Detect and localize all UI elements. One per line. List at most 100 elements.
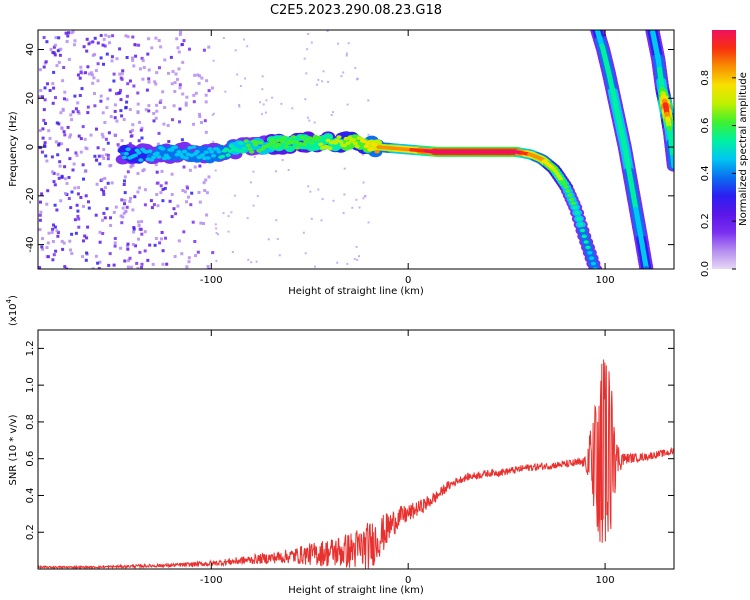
- noise-pixel: [164, 236, 167, 240]
- noise-pixel: [120, 77, 124, 81]
- noise-pixel: [163, 58, 167, 62]
- noise-pixel: [99, 99, 103, 103]
- noise-pixel: [55, 208, 59, 212]
- noise-pixel: [212, 112, 215, 115]
- x-tick-label: -100: [200, 575, 223, 586]
- noise-pixel: [211, 251, 215, 255]
- noise-pixel: [43, 144, 47, 148]
- noise-pixel: [102, 192, 106, 196]
- noise-pixel: [95, 182, 99, 186]
- y-tick-label: 0.8: [25, 414, 36, 430]
- noise-pixel: [173, 255, 177, 258]
- noise-pixel: [119, 214, 123, 218]
- noise-pixel: [154, 116, 158, 120]
- spectral-trace-blob: [374, 149, 380, 154]
- noise-pixel: [66, 125, 70, 129]
- noise-pixel: [45, 202, 49, 206]
- noise-pixel: [105, 207, 109, 211]
- noise-pixel: [42, 108, 46, 112]
- noise-pixel: [131, 35, 135, 39]
- noise-pixel: [55, 64, 59, 68]
- noise-pixel: [200, 121, 203, 124]
- noise-pixel: [104, 137, 108, 141]
- noise-pixel: [198, 164, 202, 168]
- noise-pixel: [182, 165, 186, 169]
- noise-pixel: [113, 133, 117, 137]
- noise-pixel: [193, 165, 197, 169]
- colorbar-tick-label: 0.8: [700, 70, 711, 86]
- noise-pixel: [148, 243, 152, 247]
- noise-pixel: [252, 170, 255, 173]
- noise-pixel: [182, 39, 186, 43]
- noise-pixel: [137, 139, 141, 143]
- noise-pixel: [46, 255, 50, 259]
- spectral-trace-blob: [589, 256, 595, 261]
- noise-pixel: [205, 79, 209, 83]
- spectral-trace-blob: [245, 143, 251, 148]
- noise-pixel: [336, 261, 339, 264]
- noise-pixel: [70, 31, 74, 35]
- noise-pixel: [261, 88, 264, 91]
- noise-pixel: [113, 241, 117, 245]
- noise-pixel: [175, 37, 179, 41]
- noise-pixel: [56, 172, 60, 176]
- noise-pixel: [128, 142, 132, 146]
- noise-pixel: [133, 43, 137, 47]
- noise-pixel: [265, 99, 268, 102]
- noise-pixel: [77, 186, 80, 190]
- noise-pixel: [87, 72, 91, 76]
- spectral-trace-blob: [165, 156, 171, 160]
- y-tick-label: -40: [25, 236, 36, 252]
- noise-pixel: [233, 194, 236, 197]
- noise-pixel: [170, 172, 174, 176]
- spectral-trace-blob: [270, 140, 277, 145]
- noise-pixel: [161, 262, 165, 266]
- noise-pixel: [231, 251, 234, 253]
- noise-pixel: [308, 119, 311, 122]
- noise-pixel: [123, 198, 127, 202]
- noise-pixel: [276, 238, 279, 241]
- noise-pixel: [132, 226, 136, 229]
- noise-pixel: [74, 151, 78, 155]
- noise-pixel: [206, 265, 210, 268]
- spectral-trace-blob: [183, 156, 189, 160]
- noise-pixel: [185, 200, 188, 204]
- noise-pixel: [41, 247, 45, 251]
- noise-pixel: [250, 181, 252, 184]
- noise-pixel: [58, 142, 62, 146]
- noise-pixel: [122, 211, 126, 215]
- spectral-trace-blob: [120, 151, 126, 156]
- noise-pixel: [314, 265, 316, 268]
- noise-pixel: [96, 62, 100, 66]
- noise-pixel: [178, 83, 182, 87]
- noise-pixel: [155, 193, 159, 196]
- noise-pixel: [126, 170, 130, 174]
- noise-pixel: [48, 89, 52, 92]
- noise-pixel: [61, 247, 65, 251]
- spectral-trace-blob: [154, 151, 160, 156]
- noise-pixel: [89, 71, 93, 75]
- noise-pixel: [43, 98, 47, 102]
- noise-pixel: [120, 139, 124, 143]
- noise-pixel: [180, 138, 184, 142]
- noise-pixel: [345, 52, 348, 55]
- spectral-trace-blob: [590, 261, 597, 266]
- noise-pixel: [95, 127, 98, 131]
- noise-pixel: [57, 60, 61, 64]
- noise-pixel: [115, 119, 119, 123]
- noise-pixel: [260, 113, 263, 116]
- noise-pixel: [62, 130, 66, 134]
- noise-pixel: [132, 230, 136, 234]
- noise-pixel: [261, 75, 264, 78]
- noise-pixel: [52, 45, 56, 49]
- noise-pixel: [253, 156, 256, 158]
- noise-pixel: [170, 82, 174, 86]
- noise-pixel: [76, 209, 80, 213]
- noise-pixel: [124, 34, 128, 38]
- noise-pixel: [343, 193, 346, 196]
- spectral-trace-blob: [214, 147, 220, 151]
- noise-pixel: [256, 195, 259, 198]
- noise-pixel: [262, 103, 265, 106]
- noise-pixel: [356, 78, 359, 81]
- noise-pixel: [330, 114, 333, 116]
